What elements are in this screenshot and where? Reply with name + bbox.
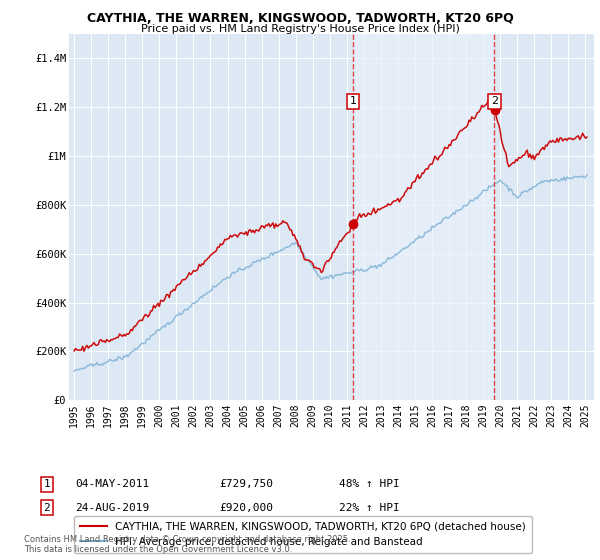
Text: 2: 2: [491, 96, 498, 106]
Text: 04-MAY-2011: 04-MAY-2011: [75, 479, 149, 489]
Text: 24-AUG-2019: 24-AUG-2019: [75, 503, 149, 513]
Legend: CAYTHIA, THE WARREN, KINGSWOOD, TADWORTH, KT20 6PQ (detached house), HPI: Averag: CAYTHIA, THE WARREN, KINGSWOOD, TADWORTH…: [74, 516, 532, 553]
Text: £920,000: £920,000: [219, 503, 273, 513]
Text: 1: 1: [43, 479, 50, 489]
Bar: [353, 34, 494, 400]
Text: Price paid vs. HM Land Registry's House Price Index (HPI): Price paid vs. HM Land Registry's House …: [140, 24, 460, 34]
Text: CAYTHIA, THE WARREN, KINGSWOOD, TADWORTH, KT20 6PQ: CAYTHIA, THE WARREN, KINGSWOOD, TADWORTH…: [86, 12, 514, 25]
Text: Contains HM Land Registry data © Crown copyright and database right 2025.
This d: Contains HM Land Registry data © Crown c…: [24, 535, 350, 554]
Text: 48% ↑ HPI: 48% ↑ HPI: [339, 479, 400, 489]
Text: 2: 2: [43, 503, 50, 513]
Text: £729,750: £729,750: [219, 479, 273, 489]
Text: 1: 1: [349, 96, 356, 106]
Text: 22% ↑ HPI: 22% ↑ HPI: [339, 503, 400, 513]
